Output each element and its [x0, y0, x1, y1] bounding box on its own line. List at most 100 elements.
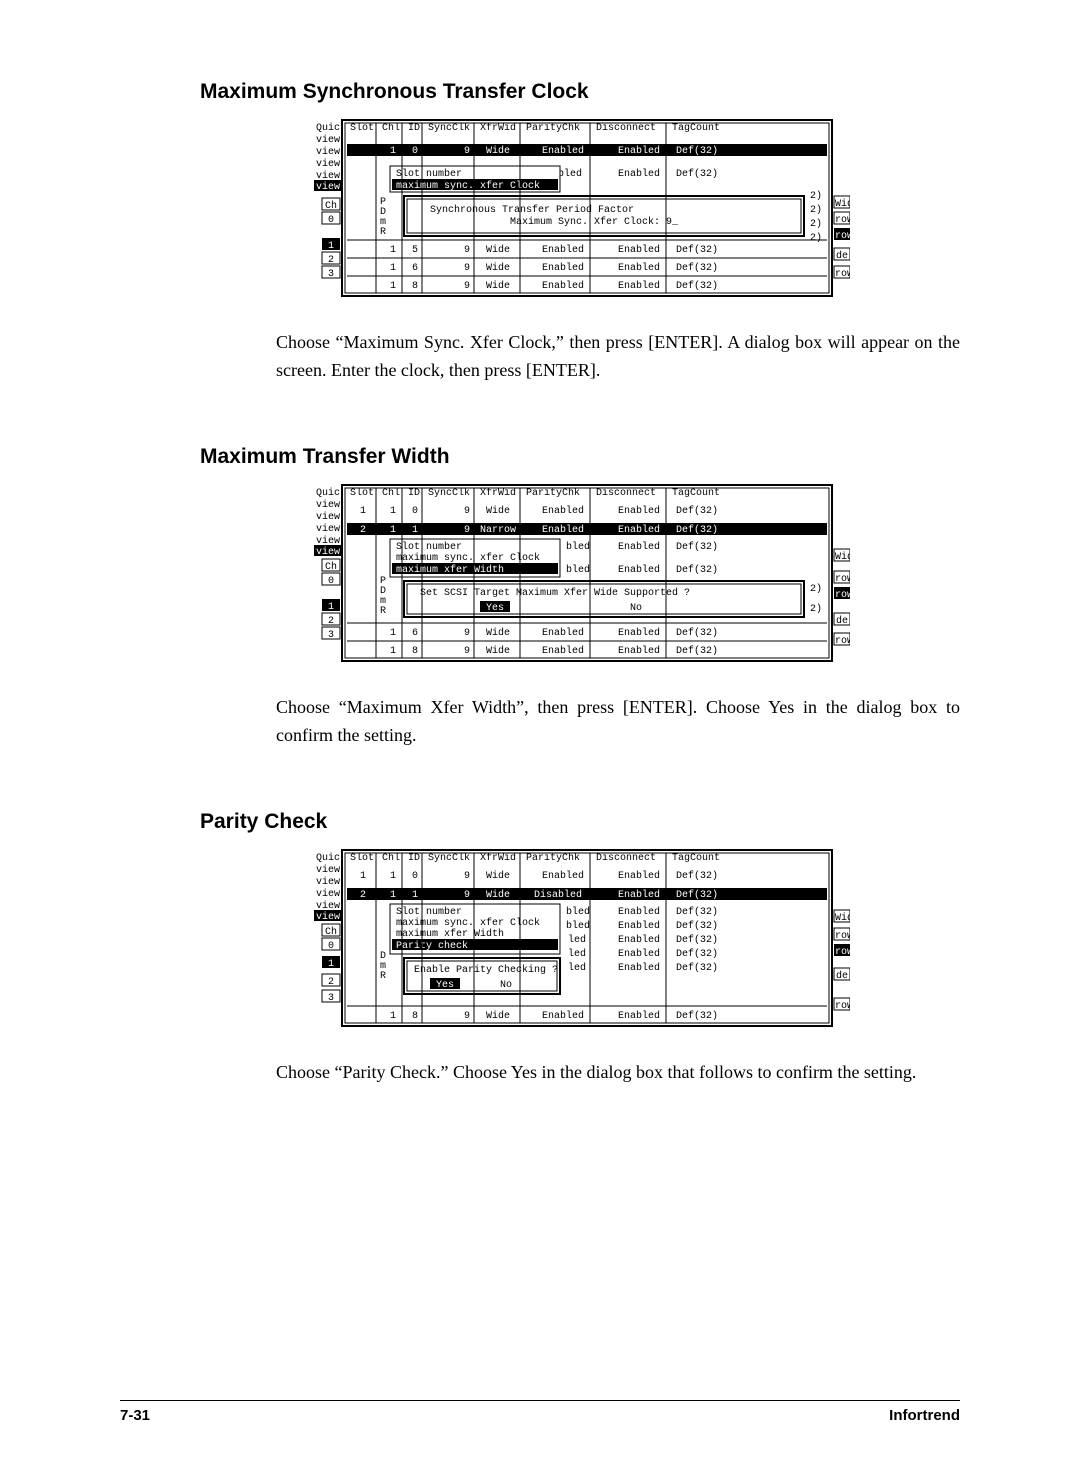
svg-text:Enabled: Enabled: [618, 168, 660, 180]
svg-text:Wide: Wide: [486, 870, 510, 882]
svg-text:maximum xfer Width: maximum xfer Width: [396, 564, 504, 576]
svg-text:0: 0: [412, 146, 418, 157]
svg-text:1: 1: [360, 506, 366, 517]
section-title-3: Parity Check: [200, 810, 960, 834]
svg-text:view: view: [316, 158, 340, 170]
svg-text:Enabled: Enabled: [618, 145, 660, 157]
svg-text:Def(32): Def(32): [676, 906, 718, 918]
svg-text:Quic: Quic: [316, 487, 340, 499]
svg-text:0: 0: [412, 506, 418, 517]
svg-text:Wide: Wide: [486, 645, 510, 657]
svg-text:Enabled: Enabled: [618, 934, 660, 946]
svg-text:row: row: [835, 215, 850, 226]
svg-text:2: 2: [360, 890, 366, 901]
svg-text:9: 9: [464, 146, 470, 157]
svg-text:maximum xfer Width: maximum xfer Width: [396, 928, 504, 940]
svg-text:Def(32): Def(32): [676, 168, 718, 180]
svg-text:Yes: Yes: [486, 603, 504, 614]
svg-text:view: view: [316, 181, 340, 193]
svg-text:2): 2): [810, 603, 822, 615]
svg-text:bled: bled: [566, 541, 590, 553]
svg-text:Enabled: Enabled: [542, 645, 584, 657]
svg-text:row: row: [835, 574, 850, 585]
svg-text:view: view: [316, 864, 340, 876]
svg-text:Def(32): Def(32): [676, 948, 718, 960]
svg-text:1: 1: [328, 241, 334, 252]
svg-text:Def(32): Def(32): [676, 645, 718, 657]
svg-text:Wide: Wide: [486, 145, 510, 157]
body-text-1: Choose “Maximum Sync. Xfer Clock,” then …: [200, 329, 960, 385]
svg-text:Slot number: Slot number: [396, 541, 462, 553]
svg-text:Enabled: Enabled: [618, 645, 660, 657]
svg-text:de: de: [836, 615, 848, 627]
svg-text:Enabled: Enabled: [542, 524, 584, 536]
svg-text:1: 1: [412, 525, 418, 536]
svg-text:row: row: [835, 269, 850, 280]
svg-text:SyncClk: SyncClk: [428, 852, 470, 864]
svg-text:Enabled: Enabled: [542, 1010, 584, 1022]
svg-text:Enabled: Enabled: [542, 870, 584, 882]
svg-text:XfrWid: XfrWid: [480, 852, 516, 864]
svg-text:1: 1: [390, 525, 396, 536]
svg-text:9: 9: [464, 263, 470, 274]
svg-text:Disconnect: Disconnect: [596, 487, 656, 499]
section-title-2: Maximum Transfer Width: [200, 445, 960, 469]
figure-1: .m{font-family:'Courier New',monospace;f…: [200, 118, 960, 303]
svg-text:row: row: [835, 636, 850, 647]
svg-text:Def(32): Def(32): [676, 244, 718, 256]
svg-text:2): 2): [810, 218, 822, 230]
svg-text:Wide: Wide: [486, 505, 510, 517]
svg-text:Synchronous Transfer Period Fa: Synchronous Transfer Period Factor: [430, 204, 634, 216]
svg-text:TagCount: TagCount: [672, 853, 720, 864]
svg-text:view: view: [316, 888, 340, 900]
svg-text:0: 0: [328, 941, 334, 952]
svg-text:2): 2): [810, 190, 822, 202]
svg-text:Enabled: Enabled: [542, 262, 584, 274]
svg-text:0: 0: [412, 871, 418, 882]
svg-text:Enabled: Enabled: [618, 920, 660, 932]
svg-text:9: 9: [464, 628, 470, 639]
svg-text:Enabled: Enabled: [542, 145, 584, 157]
svg-text:ID: ID: [408, 123, 420, 134]
svg-text:Enabled: Enabled: [618, 962, 660, 974]
svg-text:6: 6: [412, 628, 418, 639]
svg-text:Enabled: Enabled: [618, 906, 660, 918]
svg-text:2: 2: [360, 525, 366, 536]
svg-text:Wide: Wide: [486, 627, 510, 639]
svg-text:Maximum Sync. Xfer Clock: 9_: Maximum Sync. Xfer Clock: 9_: [510, 216, 679, 228]
svg-text:8: 8: [412, 646, 418, 657]
svg-text:Wide: Wide: [486, 262, 510, 274]
svg-text:1: 1: [390, 628, 396, 639]
svg-text:2): 2): [810, 204, 822, 216]
svg-text:maximum sync. xfer Clock: maximum sync. xfer Clock: [396, 180, 540, 192]
svg-text:ParityChk: ParityChk: [526, 122, 580, 134]
svg-text:Enabled: Enabled: [542, 505, 584, 517]
svg-text:Yes: Yes: [436, 980, 454, 991]
svg-text:Wid: Wid: [835, 198, 850, 210]
svg-text:2: 2: [328, 616, 334, 627]
svg-text:bled: bled: [566, 906, 590, 918]
svg-text:Wide: Wide: [486, 280, 510, 292]
svg-text:9: 9: [464, 245, 470, 256]
svg-text:1: 1: [390, 146, 396, 157]
svg-text:Parity check: Parity check: [396, 940, 468, 952]
svg-text:No: No: [630, 603, 642, 614]
svg-text:view: view: [316, 511, 340, 523]
svg-text:Set SCSI Target Maximum Xfer W: Set SCSI Target Maximum Xfer Wide Suppor…: [420, 587, 690, 599]
svg-text:6: 6: [412, 263, 418, 274]
svg-text:Enabled: Enabled: [542, 280, 584, 292]
svg-text:XfrWid: XfrWid: [480, 487, 516, 499]
svg-text:Ch: Ch: [325, 561, 337, 573]
svg-text:view: view: [316, 546, 340, 558]
svg-text:Wide: Wide: [486, 1010, 510, 1022]
svg-text:Enabled: Enabled: [618, 244, 660, 256]
svg-text:TagCount: TagCount: [672, 488, 720, 499]
svg-text:R: R: [380, 606, 386, 617]
svg-text:Chl: Chl: [382, 122, 400, 134]
svg-text:de: de: [836, 250, 848, 262]
page-footer: 7-31 Infortrend: [120, 1400, 960, 1424]
svg-text:1: 1: [390, 263, 396, 274]
svg-text:led: led: [568, 934, 586, 946]
svg-text:Quic: Quic: [316, 122, 340, 134]
svg-text:SyncClk: SyncClk: [428, 122, 470, 134]
